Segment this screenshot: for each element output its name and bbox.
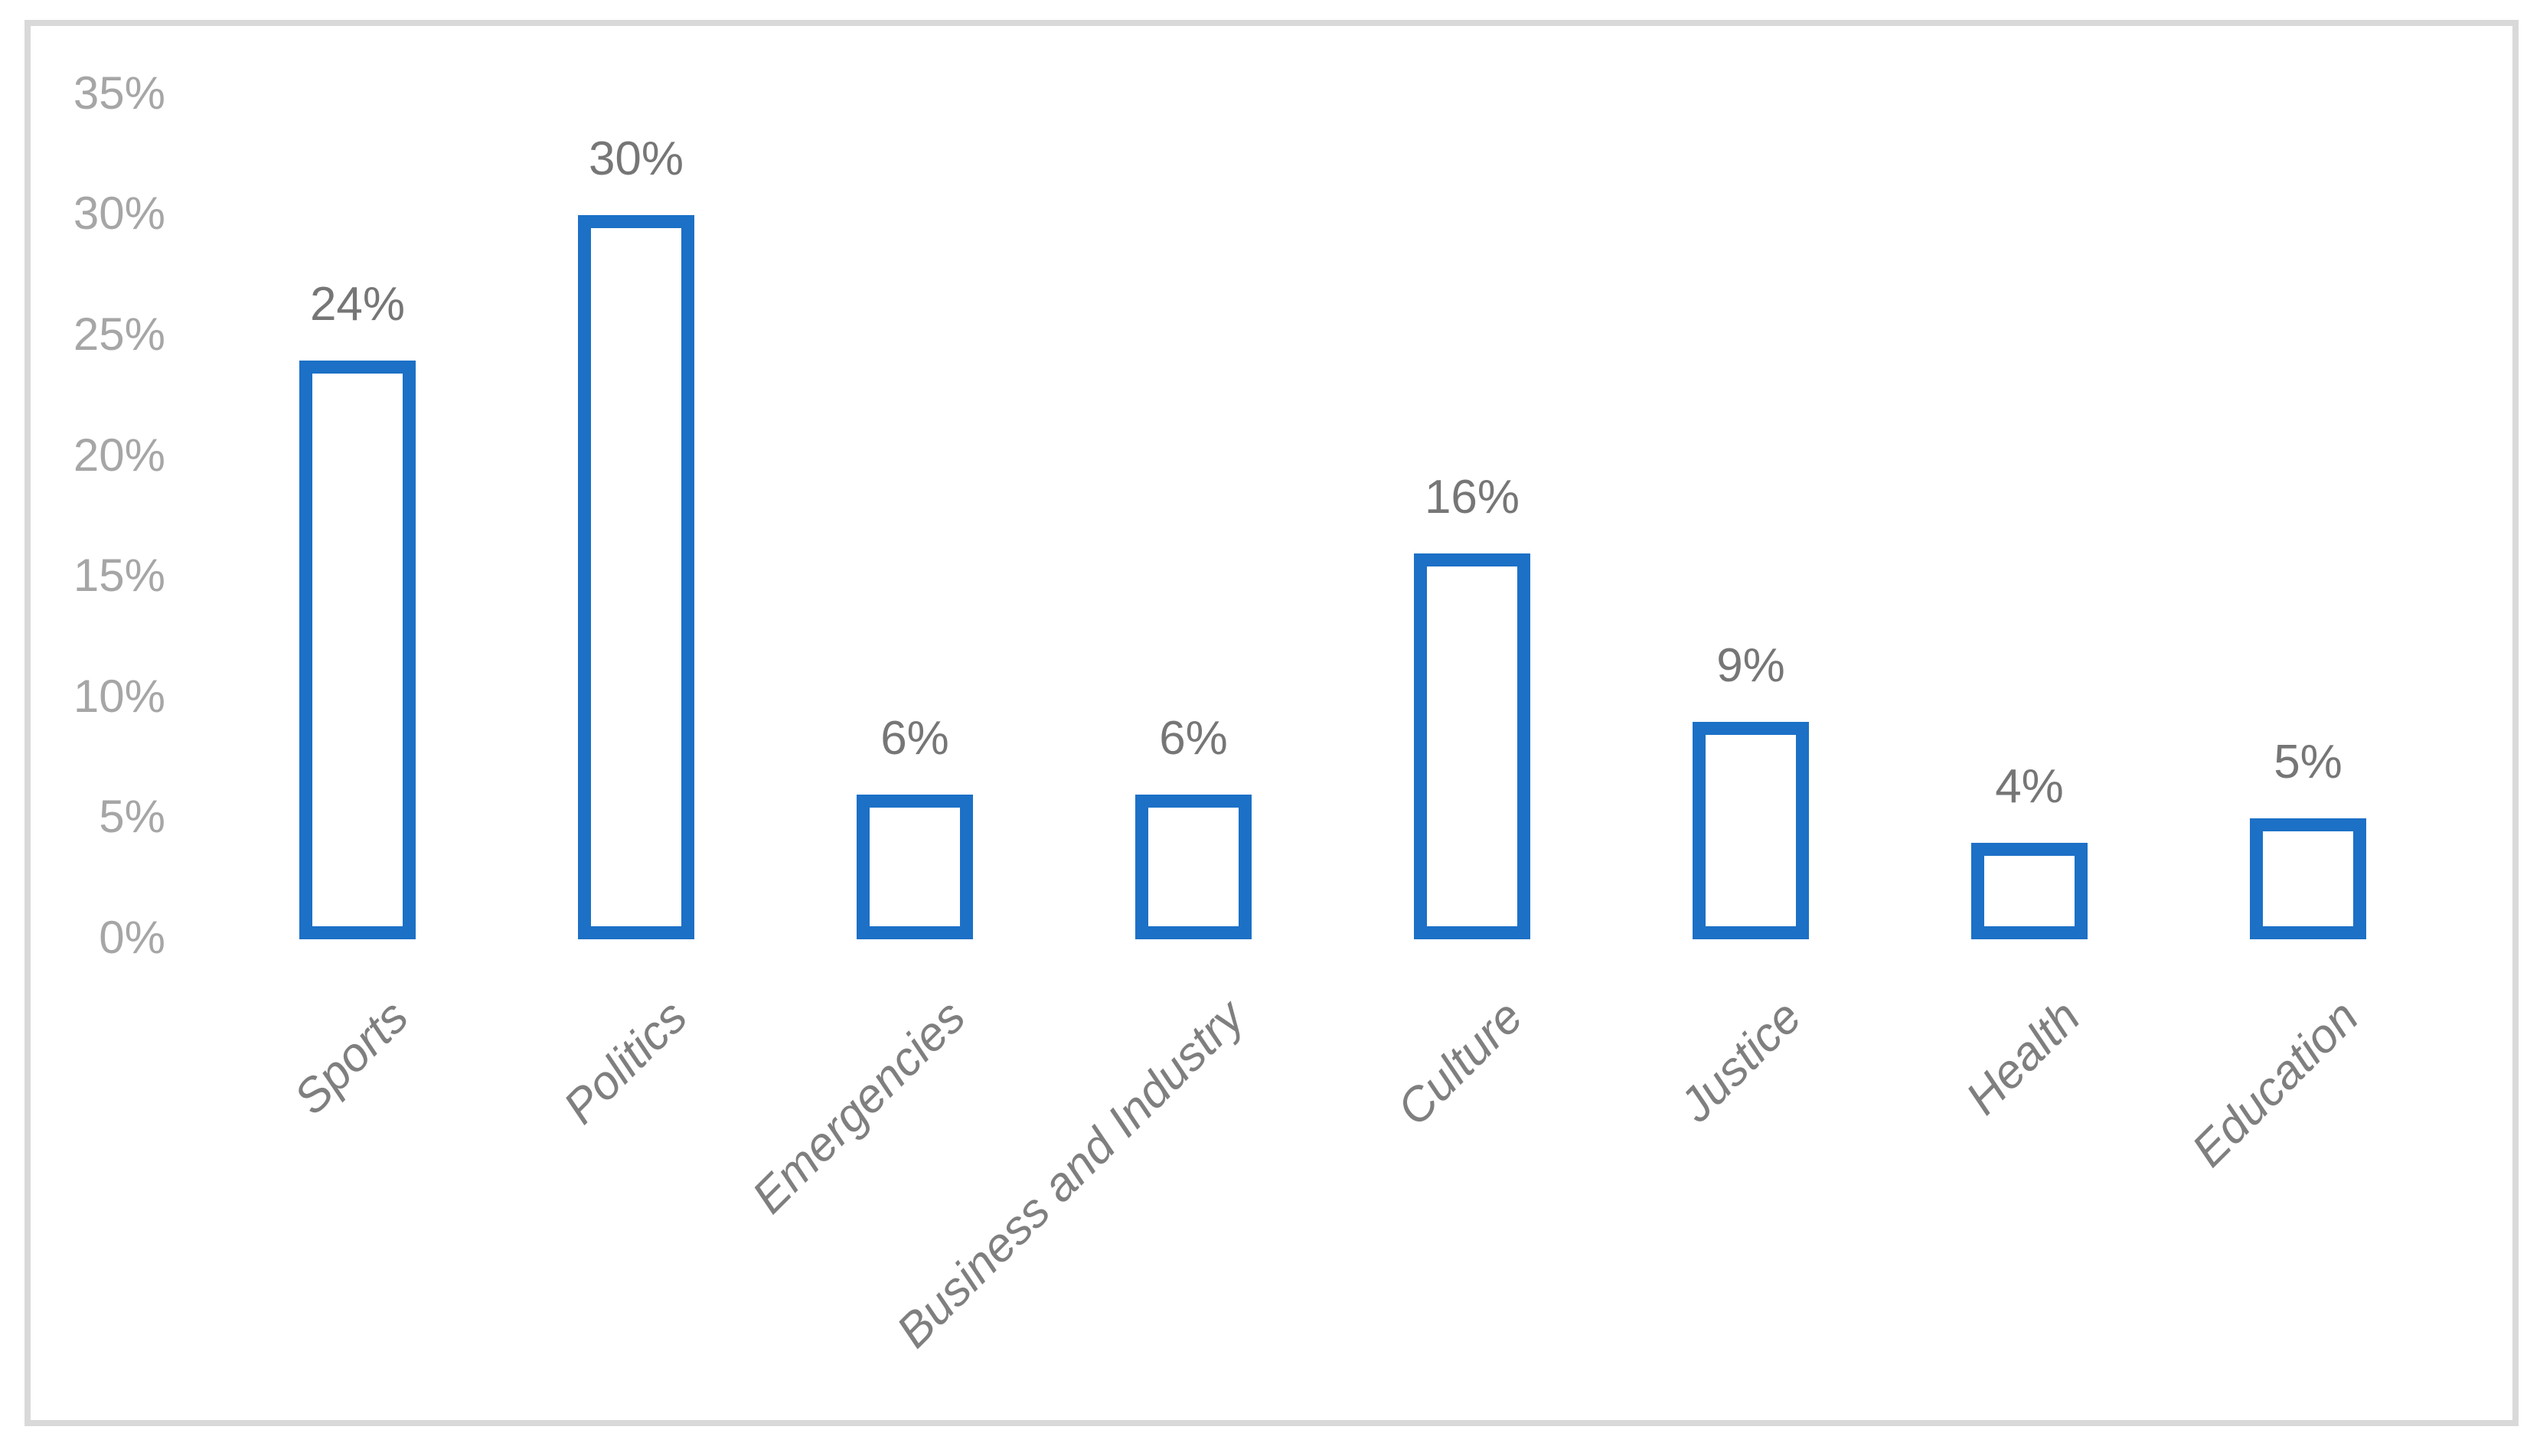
y-axis-tick-label: 30% [73,188,165,240]
bar-justice [1693,722,1809,939]
chart-border [24,20,2519,1426]
value-label: 9% [1716,639,1785,693]
value-label: 5% [2274,736,2342,789]
value-label: 30% [588,132,684,186]
y-axis-tick-label: 20% [73,429,165,481]
bar-emergencies [857,794,973,939]
value-label: 4% [1995,759,2064,813]
value-label: 6% [1159,711,1228,765]
value-label: 16% [1424,470,1520,524]
bar-sports [299,360,416,939]
bar-health [1971,842,2088,939]
bar-business-and-industry [1135,794,1252,939]
bar-education [2250,818,2366,939]
y-axis-tick-label: 0% [99,912,165,963]
y-axis-tick-label: 10% [73,670,165,722]
y-axis-tick-label: 5% [99,791,165,843]
y-axis-tick-label: 15% [73,550,165,602]
y-axis-tick-label: 35% [73,67,165,119]
bar-culture [1414,553,1530,939]
bar-politics [578,215,694,939]
y-axis-tick-label: 25% [73,309,165,360]
value-label: 24% [309,277,406,331]
value-label: 6% [880,711,949,765]
